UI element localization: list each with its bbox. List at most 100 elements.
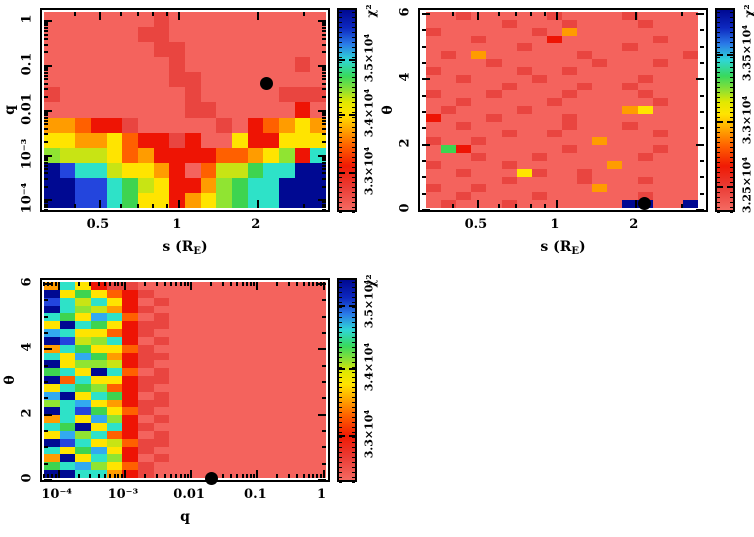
axis-tick (97, 474, 100, 478)
heatmap-cell (91, 177, 107, 193)
heatmap-cell (637, 184, 653, 193)
axis-tick (44, 22, 48, 25)
heatmap-cell (531, 200, 547, 208)
heatmap-cell (637, 90, 653, 99)
heatmap-cell (75, 430, 91, 439)
heatmap-cell (456, 98, 472, 107)
colorbar-minor-tick (730, 206, 733, 208)
axis-tick (543, 204, 546, 208)
x-tick-label: 2 (251, 217, 261, 232)
heatmap-cell (310, 313, 326, 322)
heatmap-cell (486, 192, 502, 201)
colorbar-minor-tick (730, 66, 733, 68)
heatmap-cell (106, 177, 123, 193)
heatmap-cell (486, 19, 502, 28)
heatmap-cell (441, 121, 457, 130)
heatmap-cell (106, 117, 123, 133)
heatmap-cell (667, 168, 683, 177)
heatmap-cell (44, 321, 60, 330)
heatmap-cell (106, 147, 123, 163)
heatmap-cell (216, 162, 232, 178)
axis-tick (73, 204, 76, 208)
heatmap-cell (263, 117, 279, 133)
heatmap-cell (216, 305, 232, 314)
heatmap-cell (531, 43, 547, 52)
heatmap-cell (501, 35, 517, 44)
best-fit-marker (205, 471, 219, 485)
heatmap-cell (263, 177, 279, 193)
heatmap-cell (279, 446, 295, 455)
heatmap-cell (169, 399, 185, 408)
heatmap-cell (59, 454, 76, 463)
heatmap-cell (122, 321, 138, 330)
heatmap-cell (310, 329, 326, 337)
colorbar-minor-tick (339, 136, 342, 138)
heatmap-cell (486, 82, 502, 91)
colorbar-minor-tick (730, 171, 733, 173)
heatmap-cell (652, 19, 668, 28)
heatmap-cell (561, 43, 578, 52)
axis-tick (109, 474, 112, 478)
y-tick-label: 10⁻³ (19, 138, 35, 169)
heatmap-cell (153, 454, 170, 463)
axis-tick (44, 199, 52, 202)
heatmap-cell (546, 192, 562, 201)
heatmap-cell (169, 336, 185, 345)
axis-tick (696, 78, 704, 81)
heatmap-cell (652, 82, 668, 91)
axis-tick (177, 200, 180, 208)
heatmap-cell (138, 305, 154, 314)
heatmap-cell (216, 117, 232, 133)
y-tick-label: 4 (397, 72, 413, 82)
axis-tick (165, 204, 168, 208)
heatmap-cell (561, 129, 578, 138)
heatmap-cell (531, 145, 547, 154)
colorbar-minor-tick (339, 181, 342, 183)
heatmap-cell (471, 106, 487, 114)
heatmap-cell (216, 177, 232, 193)
heatmap-cell (216, 368, 232, 377)
heatmap-cell (59, 344, 76, 353)
heatmap-cell (294, 87, 311, 103)
colorbar-minor-tick (352, 46, 355, 48)
axis-tick (318, 479, 326, 482)
heatmap-cell (637, 19, 653, 28)
heatmap-cell (200, 27, 217, 43)
heatmap-cell (531, 106, 547, 114)
heatmap-cell (486, 160, 502, 169)
heatmap-cell (169, 352, 185, 361)
axis-tick (322, 74, 326, 77)
heatmap-cell (106, 289, 123, 298)
heatmap-cell (216, 407, 232, 416)
axis-tick (530, 12, 533, 16)
heatmap-cell (426, 137, 442, 146)
axis-tick (322, 133, 326, 136)
heatmap-cell (106, 407, 123, 416)
colorbar-minor-tick (339, 111, 342, 113)
heatmap-cell (682, 19, 698, 28)
heatmap-cell (247, 344, 264, 353)
heatmap-cell (263, 102, 279, 118)
heatmap-cell (75, 289, 91, 298)
heatmap-cell (247, 147, 264, 163)
heatmap-cell (106, 344, 123, 353)
colorbar-minor-tick (352, 306, 355, 308)
axis-tick (322, 462, 326, 465)
colorbar-minor-tick (352, 136, 355, 138)
heatmap-cell (607, 176, 623, 185)
heatmap-cell (607, 129, 623, 138)
heatmap-cell (441, 90, 457, 99)
heatmap-cell (153, 344, 170, 353)
axis-tick (322, 51, 326, 54)
heatmap-cell (592, 19, 608, 28)
heatmap-cell (456, 137, 472, 146)
heatmap-cell (294, 438, 311, 447)
heatmap-cell (607, 27, 623, 36)
heatmap-cell (44, 446, 60, 455)
heatmap-cell (59, 282, 76, 290)
heatmap-cell (216, 289, 232, 298)
heatmap-cell (232, 336, 248, 345)
colorbar-minor-tick (730, 21, 733, 23)
heatmap-cell (153, 391, 170, 400)
heatmap-cell (279, 192, 295, 208)
